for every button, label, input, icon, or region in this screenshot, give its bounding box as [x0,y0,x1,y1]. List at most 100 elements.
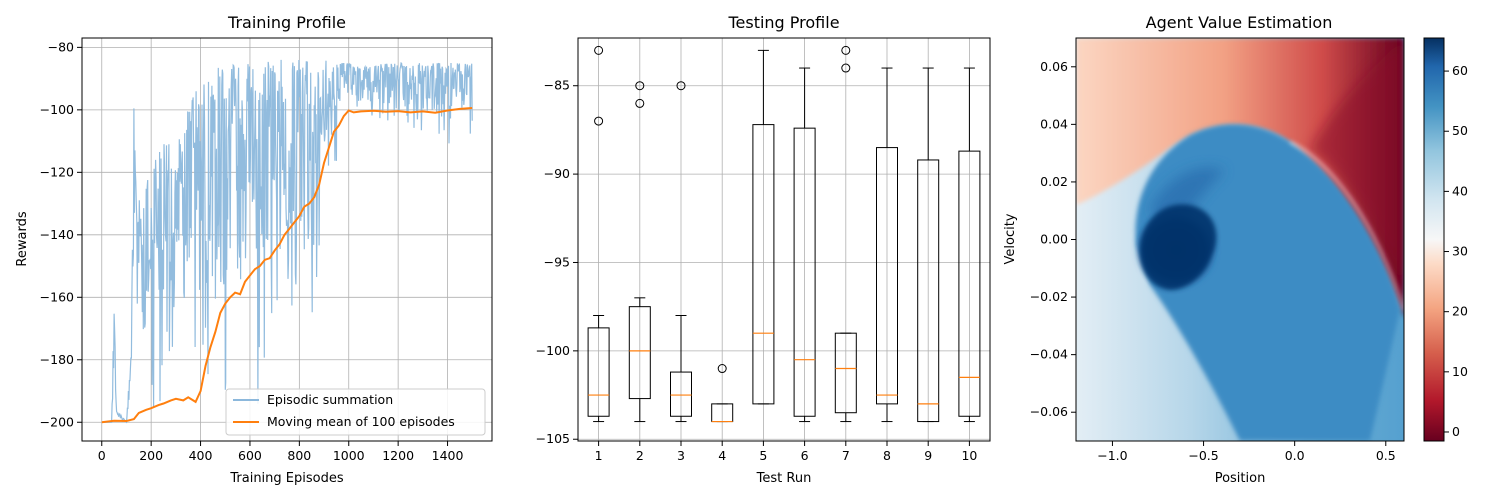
box [834,332,857,414]
moving-mean-series [101,107,473,424]
x-tick-label: 6 [801,448,809,463]
colorbar-tick-label: 0 [1452,424,1460,439]
x-tick-label: 1000 [333,448,365,463]
y-tick-label: 0.02 [1040,174,1068,189]
heatmap-y-ticks: −0.06 −0.04 −0.02 0.00 0.02 0.04 0.06 [1030,59,1076,419]
heatmap-y-axis-label: Velocity [1003,213,1018,264]
boxplot-9 [917,67,940,423]
y-tick-label: −105 [536,431,570,446]
box [587,327,610,417]
training-gridlines [82,38,492,441]
colorbar-tick-label: 50 [1452,123,1468,138]
testing-chart-title: Testing Profile [727,13,839,32]
x-tick-label: 600 [238,448,262,463]
testing-x-axis-label: Test Run [756,471,812,486]
x-tick-label: 0.5 [1376,448,1396,463]
value-estimation-heatmap: Agent Value Estimation −1.0 −0.5 0.0 0.5 −0… [1003,13,1468,486]
x-tick-label: 5 [759,448,767,463]
colorbar-tick-label: 30 [1452,244,1468,259]
training-y-axis-label: Rewards [15,211,30,266]
testing-x-ticks: 1 2 3 4 5 6 7 8 9 10 [595,441,977,463]
y-tick-label: −160 [40,289,74,304]
box [917,159,940,423]
y-tick-label: −0.02 [1030,289,1068,304]
y-tick-label: −90 [544,166,570,181]
y-tick-label: −200 [40,414,74,429]
x-tick-label: 4 [718,448,726,463]
y-tick-label: −85 [544,78,570,93]
outlier-point [594,116,604,126]
outlier-point [594,45,604,55]
x-tick-label: 2 [636,448,644,463]
outlier-point [841,45,851,55]
y-tick-label: −100 [40,102,74,117]
box [752,124,775,405]
boxplot-7 [834,45,857,423]
outlier-point [676,81,686,91]
training-legend: Episodic summation Moving mean of 100 ep… [225,388,486,436]
y-tick-label: −0.06 [1030,404,1068,419]
x-tick-label: 1 [595,448,603,463]
x-tick-label: 200 [139,448,163,463]
boxplot-4 [711,364,734,423]
boxplot-2 [628,81,651,423]
testing-y-ticks: −105 −100 −95 −90 −85 [536,78,578,446]
testing-profile-chart: Testing Profile 1 2 3 4 5 6 7 8 9 10 −105−100−95−… [536,13,991,486]
outlier-point [717,364,727,374]
y-tick-label: −140 [40,227,74,242]
x-tick-label: −1.0 [1097,448,1127,463]
boxplot-10 [958,67,981,423]
box [876,147,898,405]
x-tick-label: 1200 [382,448,414,463]
y-tick-label: −0.04 [1030,347,1068,362]
colorbar-tick-label: 20 [1452,304,1468,319]
outlier-point [635,81,645,91]
boxplot-3 [670,81,692,423]
colorbar [1423,37,1445,442]
x-tick-label: 1400 [432,448,464,463]
x-tick-label: 0 [98,448,106,463]
y-tick-label: −80 [48,39,74,54]
heatmap-title: Agent Value Estimation [1146,13,1333,32]
y-tick-label: 0.06 [1040,59,1068,74]
x-tick-label: 7 [842,448,850,463]
training-x-axis-label: Training Episodes [229,471,343,486]
colorbar-ticks: 0 10 20 30 40 50 60 [1444,63,1468,439]
colorbar-tick-label: 40 [1452,183,1468,198]
x-tick-label: 3 [677,448,685,463]
y-tick-label: 0.00 [1040,232,1068,247]
heatmap-x-ticks: −1.0 −0.5 0.0 0.5 [1097,441,1396,463]
x-tick-label: 10 [961,448,977,463]
box [793,127,816,417]
testing-plot-frame [577,37,991,442]
box [670,371,692,417]
outlier-point [841,63,851,73]
training-chart-title: Training Profile [227,13,346,32]
moving-mean-line [101,107,473,424]
y-tick-label: −180 [40,352,74,367]
y-tick-label: 0.04 [1040,116,1068,131]
outlier-point [635,98,645,108]
x-tick-label: −0.5 [1188,448,1218,463]
boxplot-8 [876,67,898,423]
testing-boxplots [587,45,981,423]
boxplot-6 [793,67,816,423]
y-tick-label: −120 [40,164,74,179]
y-tick-label: −100 [536,343,570,358]
box [958,150,981,417]
training-y-ticks: −200 −180 −160 −140 −120 −100 −80 [40,39,82,429]
colorbar-tick-label: 10 [1452,364,1468,379]
y-tick-label: −95 [544,254,570,269]
x-tick-label: 9 [924,448,932,463]
heatmap-image [1076,38,1404,441]
box [628,306,651,400]
x-tick-label: 400 [189,448,213,463]
x-tick-label: 0.0 [1285,448,1305,463]
colorbar-tick-label: 60 [1452,63,1468,78]
boxplot-1 [587,45,610,423]
episodic-summation-series [101,59,473,424]
x-tick-label: 800 [287,448,311,463]
training-x-ticks: 0 200 400 600 800 1000 1200 1400 [98,441,464,463]
legend-label-episodic: Episodic summation [267,392,393,407]
